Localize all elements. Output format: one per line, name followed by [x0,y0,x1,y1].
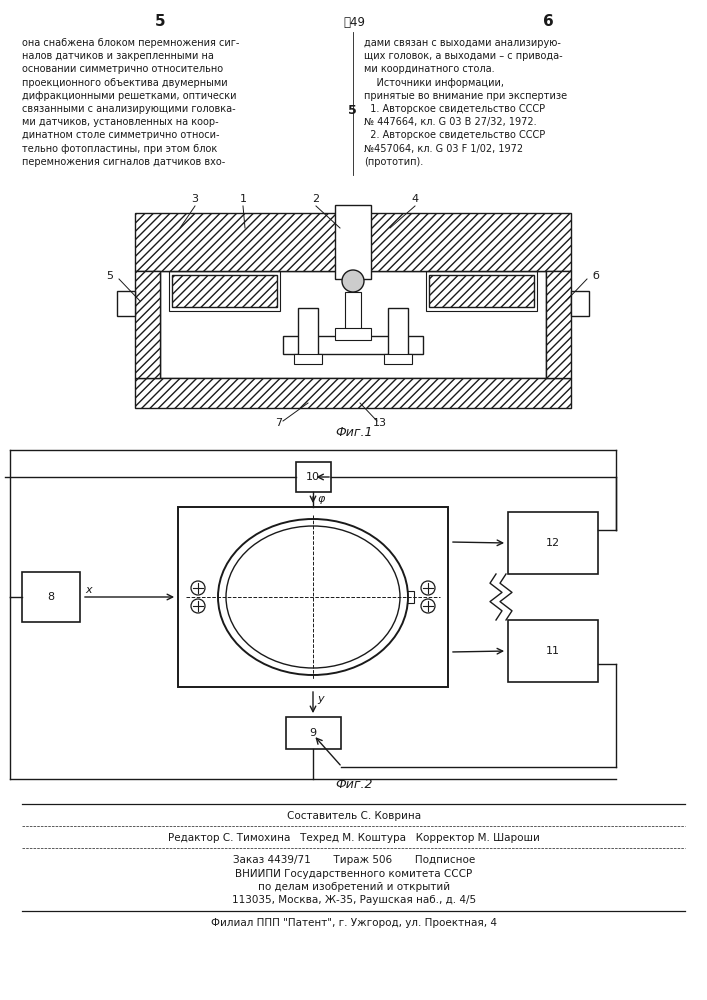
Text: щих головок, а выходами – с привода-: щих головок, а выходами – с привода- [364,51,563,61]
Text: 5: 5 [155,14,165,29]
Text: Заказ 4439/71       Тираж 506       Подписное: Заказ 4439/71 Тираж 506 Подписное [233,855,475,865]
Text: y: y [317,694,324,704]
Bar [172,275,277,307]
Bar [388,308,408,356]
Bar [296,462,331,492]
Text: основании симметрично относительно: основании симметрично относительно [22,64,223,74]
Bar [283,336,423,354]
Bar [169,271,280,311]
Text: 5: 5 [348,104,356,117]
Bar [335,205,371,279]
Text: 7: 7 [276,418,283,428]
Bar [335,328,371,340]
Text: 1: 1 [240,194,247,204]
Text: 6: 6 [543,14,554,29]
Text: она снабжена блоком перемножения сиг-: она снабжена блоком перемножения сиг- [22,38,240,48]
Circle shape [421,581,435,595]
Bar [345,292,361,336]
Bar [286,717,341,749]
Text: (прототип).: (прототип). [364,157,423,167]
Text: 9: 9 [310,728,317,738]
Circle shape [421,599,435,613]
Bar [294,354,322,364]
Text: принятые во внимание при экспертизе: принятые во внимание при экспертизе [364,91,567,101]
Bar [402,591,414,603]
Text: связанными с анализирующими головка-: связанными с анализирующими головка- [22,104,235,114]
Text: 13: 13 [373,418,387,428]
Text: 10: 10 [306,472,320,482]
Text: дами связан с выходами анализирую-: дами связан с выходами анализирую- [364,38,561,48]
Text: №457064, кл. G 03 F 1/02, 1972: №457064, кл. G 03 F 1/02, 1972 [364,144,523,154]
Text: 2. Авторское свидетельство СССР: 2. Авторское свидетельство СССР [364,130,545,140]
Bar [298,308,318,356]
Text: проекционного объектива двумерными: проекционного объектива двумерными [22,78,228,88]
Bar [135,213,571,271]
Text: Филиал ППП "Патент", г. Ужгород, ул. Проектная, 4: Филиал ППП "Патент", г. Ужгород, ул. Про… [211,918,497,928]
Ellipse shape [218,519,408,675]
Bar [508,620,598,682]
Text: 11: 11 [546,646,560,656]
Text: 113035, Москва, Ж-35, Раушская наб., д. 4/5: 113035, Москва, Ж-35, Раушская наб., д. … [232,895,476,905]
Text: 4: 4 [411,194,419,204]
Circle shape [191,599,205,613]
Text: Составитель С. Коврина: Составитель С. Коврина [287,811,421,821]
Bar [508,512,598,574]
Text: тельно фотопластины, при этом блок: тельно фотопластины, при этом блок [22,144,217,154]
Text: Фиг.1: Фиг.1 [335,426,373,439]
Circle shape [191,581,205,595]
Bar [135,271,160,378]
Text: динатном столе симметрично относи-: динатном столе симметрично относи- [22,130,219,140]
Circle shape [342,270,364,292]
Ellipse shape [226,526,400,668]
Text: Фиг.2: Фиг.2 [335,778,373,790]
Bar [135,378,571,408]
Text: Источники информации,: Источники информации, [364,78,504,88]
Text: Редактор С. Тимохина   Техред М. Коштура   Корректор М. Шароши: Редактор С. Тимохина Техред М. Коштура К… [168,833,540,843]
Bar [384,354,412,364]
Text: дифракционными решетками, оптически: дифракционными решетками, оптически [22,91,237,101]
Bar [22,572,80,622]
Bar [546,271,571,378]
Text: ВНИИПИ Государственного комитета СССР: ВНИИПИ Государственного комитета СССР [235,869,472,879]
Text: № 447664, кл. G 03 B 27/32, 1972.: № 447664, кл. G 03 B 27/32, 1972. [364,117,537,127]
Text: перемножения сигналов датчиков вхо-: перемножения сигналов датчиков вхо- [22,157,226,167]
Bar [178,507,448,687]
Text: налов датчиков и закрепленными на: налов датчиков и закрепленными на [22,51,214,61]
Text: x: x [85,585,92,595]
Text: φ: φ [317,494,325,504]
Bar [426,271,537,311]
Bar [429,275,534,307]
Bar [160,271,546,378]
Text: 5: 5 [107,271,114,281]
Text: 膆49: 膆49 [343,15,365,28]
Text: 8: 8 [47,592,54,602]
Text: ми датчиков, установленных на коор-: ми датчиков, установленных на коор- [22,117,218,127]
Text: 12: 12 [546,538,560,548]
Text: б: б [592,271,600,281]
Bar [117,291,135,316]
Text: 1. Авторское свидетельство СССР: 1. Авторское свидетельство СССР [364,104,545,114]
Text: 2: 2 [312,194,320,204]
Text: по делам изобретений и открытий: по делам изобретений и открытий [258,882,450,892]
Bar [571,291,589,316]
Text: ми координатного стола.: ми координатного стола. [364,64,495,74]
Text: 3: 3 [192,194,199,204]
